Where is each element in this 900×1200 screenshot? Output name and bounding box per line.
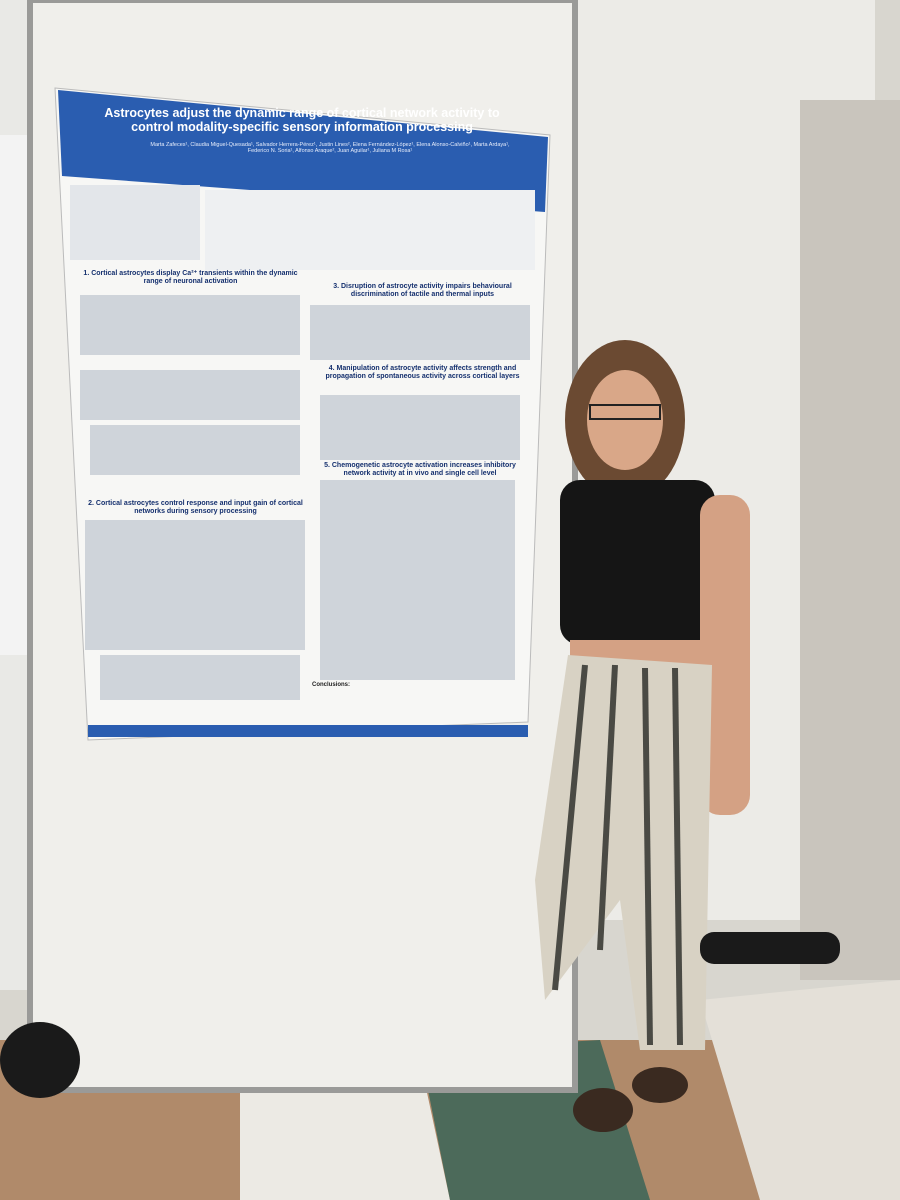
poster-header — [58, 90, 548, 212]
section-heading: 2. Cortical astrocytes control response … — [88, 500, 303, 516]
poster-footer — [88, 725, 528, 737]
shoe — [632, 1067, 688, 1103]
section-heading: 3. Disruption of astrocyte activity impa… — [333, 283, 512, 299]
glasses — [589, 404, 661, 420]
floor-tile — [240, 1060, 450, 1200]
poster-tube — [700, 932, 840, 964]
section-heading: 5. Chemogenetic astrocyte activation inc… — [324, 462, 516, 478]
poster-figures — [80, 295, 530, 700]
hallway — [800, 100, 900, 980]
poster-tube — [0, 1022, 80, 1098]
poster-abstract — [205, 190, 535, 270]
shoe — [573, 1088, 633, 1132]
poster-authors: Marta Zafeces¹, Claudia Miguel-Quesada¹,… — [150, 142, 510, 155]
stripes — [552, 664, 683, 1046]
top — [560, 480, 715, 645]
section-heading: 4. Manipulation of astrocyte activity af… — [325, 365, 520, 381]
poster-figure — [70, 185, 200, 260]
conclusions-heading: Conclusions: — [312, 682, 351, 688]
poster-title: Astrocytes adjust the dynamic range of c… — [104, 106, 500, 135]
floor-tile — [700, 980, 900, 1200]
arm — [700, 495, 750, 815]
section-heading: 1. Cortical astrocytes display Ca²⁺ tran… — [83, 270, 298, 286]
